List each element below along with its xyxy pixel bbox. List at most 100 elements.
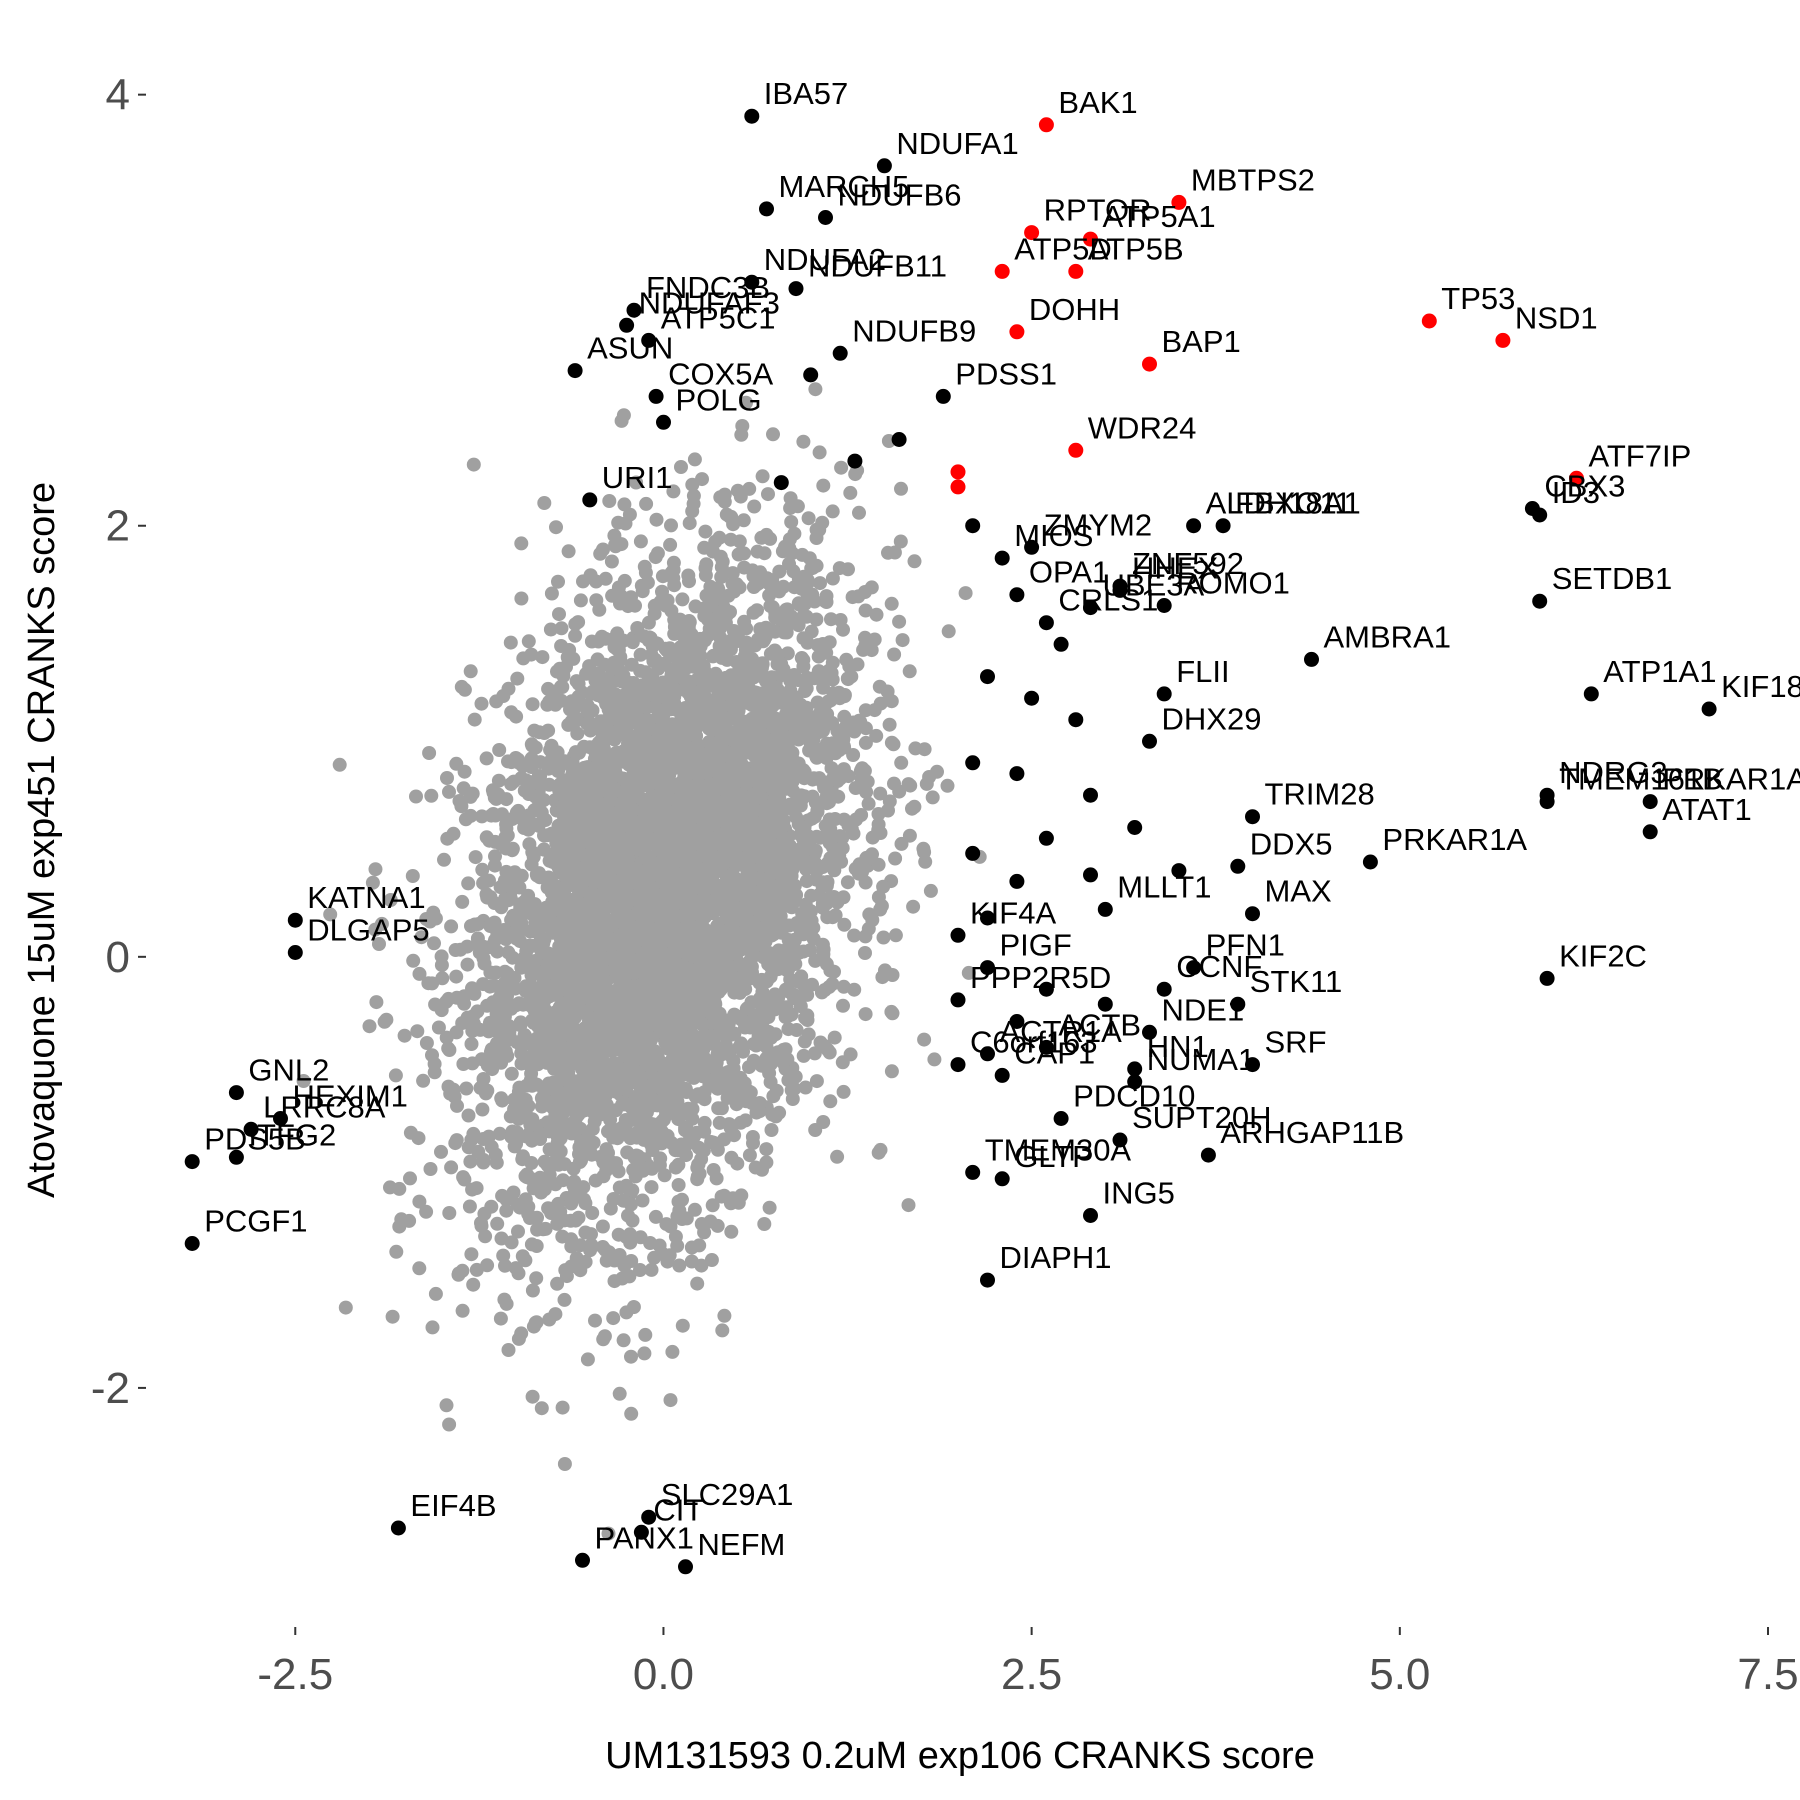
background-point xyxy=(487,858,502,873)
background-point xyxy=(779,625,794,640)
background-point xyxy=(509,709,524,724)
background-point xyxy=(594,897,609,912)
background-point xyxy=(588,1173,603,1188)
background-point xyxy=(697,1115,712,1130)
background-point xyxy=(675,1033,690,1048)
background-point xyxy=(640,575,655,590)
background-point xyxy=(451,1266,466,1281)
background-point xyxy=(551,1093,566,1108)
background-point xyxy=(755,657,770,672)
background-point xyxy=(456,1057,471,1071)
background-point xyxy=(606,632,621,647)
background-point xyxy=(454,679,469,694)
background-point xyxy=(468,850,483,865)
background-point xyxy=(555,1107,570,1122)
background-point xyxy=(708,534,723,549)
background-point xyxy=(655,569,670,584)
background-point xyxy=(840,875,855,890)
background-point xyxy=(755,469,770,484)
background-point xyxy=(530,1222,545,1237)
background-point xyxy=(782,556,796,571)
background-point xyxy=(930,764,944,779)
background-point xyxy=(748,1160,763,1175)
background-point xyxy=(809,612,824,627)
background-point xyxy=(717,744,732,758)
background-point xyxy=(428,997,443,1012)
background-point xyxy=(796,609,811,624)
background-point xyxy=(778,1042,793,1057)
background-point xyxy=(505,950,520,965)
background-point xyxy=(465,786,480,801)
background-point xyxy=(858,875,873,890)
background-point xyxy=(822,635,837,650)
background-point xyxy=(882,794,897,809)
background-point xyxy=(624,1112,639,1127)
background-point xyxy=(744,1096,759,1111)
background-point xyxy=(771,990,786,1005)
background-point xyxy=(477,1206,492,1221)
background-point xyxy=(504,913,519,927)
background-point xyxy=(475,1102,490,1117)
background-point xyxy=(529,1239,544,1253)
background-point xyxy=(440,771,454,785)
background-point xyxy=(645,882,660,897)
background-point xyxy=(397,1028,412,1043)
background-point xyxy=(647,598,662,613)
background-point xyxy=(553,945,568,960)
background-point xyxy=(621,1208,635,1223)
background-point xyxy=(585,1094,600,1109)
background-point xyxy=(754,530,769,545)
background-point xyxy=(411,1131,426,1146)
background-point xyxy=(611,1227,626,1242)
background-point xyxy=(416,1073,431,1088)
background-point xyxy=(444,1160,459,1175)
background-point xyxy=(550,1276,565,1291)
background-point xyxy=(729,686,744,701)
background-point xyxy=(762,1200,777,1215)
background-point xyxy=(804,913,819,928)
background-point xyxy=(623,1235,638,1250)
background-point xyxy=(714,1101,729,1116)
background-point xyxy=(516,651,531,666)
background-point xyxy=(543,622,558,637)
background-point xyxy=(780,646,795,661)
background-point xyxy=(766,1046,781,1061)
background-point xyxy=(464,1037,479,1051)
background-point xyxy=(563,900,578,915)
background-point xyxy=(521,634,536,649)
background-point xyxy=(727,584,741,599)
background-point xyxy=(666,684,681,699)
background-point xyxy=(680,660,695,675)
background-point xyxy=(705,1198,720,1213)
background-point xyxy=(753,565,768,580)
background-point xyxy=(474,696,489,711)
background-point xyxy=(452,794,467,808)
background-point xyxy=(730,1156,745,1171)
background-point xyxy=(492,743,507,757)
background-point xyxy=(630,621,645,635)
background-point xyxy=(710,584,725,599)
background-point xyxy=(805,772,820,787)
background-point xyxy=(461,1108,476,1123)
background-point xyxy=(872,679,887,694)
background-point xyxy=(466,1277,481,1292)
background-point xyxy=(480,998,495,1013)
background-point xyxy=(623,1128,638,1143)
background-point xyxy=(901,1198,916,1213)
background-point xyxy=(633,1263,647,1277)
background-point xyxy=(457,1172,472,1187)
background-point xyxy=(435,971,450,986)
background-point xyxy=(719,608,734,623)
background-point xyxy=(596,1155,611,1170)
background-point xyxy=(852,505,866,520)
background-point xyxy=(510,671,525,686)
background-point xyxy=(499,1296,514,1311)
background-point xyxy=(424,788,439,803)
background-point xyxy=(805,587,820,602)
background-point xyxy=(663,1393,678,1408)
background-point xyxy=(466,457,481,472)
background-point xyxy=(678,906,693,921)
background-point xyxy=(549,520,563,535)
background-point xyxy=(706,649,720,664)
background-point xyxy=(724,1224,739,1239)
